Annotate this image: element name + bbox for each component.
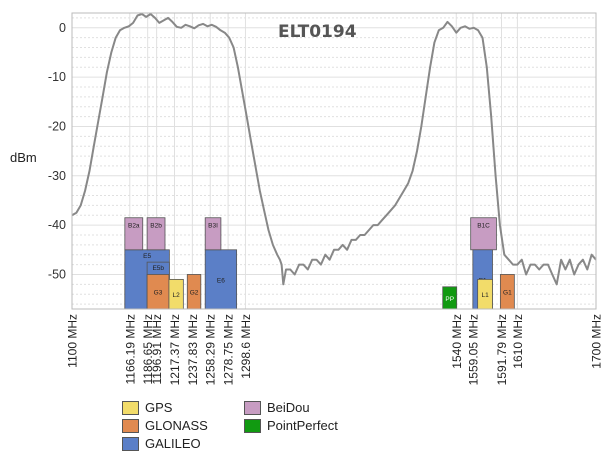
- x-tick-label: 1100 MHz: [66, 314, 80, 368]
- x-tick-label: 1258.29 MHz: [204, 314, 218, 385]
- legend-item-gps: GPS: [122, 400, 172, 415]
- x-tick-label: 1278.75 MHz: [222, 314, 236, 385]
- y-tick-label: -30: [48, 169, 66, 183]
- legend: GPS GLONASS GALILEO BeiDou PointPerfect: [122, 398, 422, 454]
- x-tick-label: 1186.65 MHz: [141, 314, 155, 384]
- legend-label-glonass: GLONASS: [145, 418, 208, 433]
- band-label-e6: E6: [217, 277, 225, 284]
- y-tick-label: -20: [48, 119, 66, 133]
- series-line-0: [71, 13, 597, 286]
- band-label-g1: G1: [503, 290, 512, 297]
- band-label-b2a: B2a: [128, 223, 140, 230]
- legend-label-gps: GPS: [145, 400, 173, 415]
- x-tick-label: 1591.79 MHz: [495, 314, 509, 385]
- x-tick-label: 1700 MHz: [590, 314, 604, 369]
- legend-swatch-pointperfect: [244, 418, 261, 433]
- legend-label-galileo: GALILEO: [145, 436, 201, 451]
- x-tick-label: 1196.91 MHz: [150, 314, 164, 384]
- spectrum-series: [71, 13, 597, 286]
- x-tick-label: 1298.6 MHz: [239, 314, 253, 379]
- x-tick-label: 1540 MHz: [450, 314, 464, 369]
- legend-label-beidou: BeiDou: [267, 400, 310, 415]
- band-label-b2b: B2b: [150, 223, 162, 230]
- legend-item-pointperfect: PointPerfect: [244, 418, 338, 433]
- legend-swatch-beidou: [244, 400, 261, 415]
- legend-item-galileo: GALILEO: [122, 436, 201, 451]
- x-tick-label: 1237.83 MHz: [186, 314, 200, 385]
- band-label-e5b: E5b: [152, 265, 164, 272]
- x-tick-label: 1217.37 MHz: [168, 314, 182, 385]
- band-b3i: [204, 217, 222, 251]
- legend-swatch-galileo: [122, 436, 139, 451]
- y-tick-labels: 0 -10 -20 -30 -40 -50: [48, 21, 66, 282]
- y-axis-label: dBm: [10, 150, 37, 165]
- y-tick-label: -10: [48, 70, 66, 84]
- band-b2b: [146, 217, 166, 251]
- y-tick-label: -50: [48, 267, 66, 281]
- y-tick-label: 0: [59, 21, 66, 35]
- band-label-b3i: B3I: [208, 223, 218, 230]
- legend-label-pointperfect: PointPerfect: [267, 418, 338, 433]
- y-tick-label: -40: [48, 218, 66, 232]
- x-tick-label: 1610 MHz: [511, 314, 525, 369]
- x-tick-label: 1166.19 MHz: [123, 314, 137, 384]
- band-label-b1c: B1C: [477, 223, 490, 230]
- legend-item-beidou: BeiDou: [244, 400, 310, 415]
- band-label-pp: PP: [445, 296, 454, 303]
- axes: [71, 12, 597, 310]
- band-label-g3: G3: [154, 290, 163, 297]
- band-label-l1: L1: [481, 292, 489, 299]
- legend-item-glonass: GLONASS: [122, 418, 208, 433]
- band-label-l2: L2: [173, 292, 181, 299]
- legend-swatch-gps: [122, 400, 139, 415]
- x-tick-label: 1559.05 MHz: [466, 314, 480, 385]
- legend-swatch-glonass: [122, 418, 139, 433]
- band-b1c: [470, 217, 497, 251]
- chart-title: ELT0194: [278, 22, 357, 42]
- band-blocks: L5E5aE5E5bG3B2aB2bL2G2E6B3IPPB1CE1L1G1: [124, 217, 515, 310]
- band-label-g2: G2: [190, 290, 199, 297]
- band-label-e5: E5: [143, 253, 151, 260]
- band-b2a: [124, 217, 144, 251]
- plot-frame: [71, 12, 597, 310]
